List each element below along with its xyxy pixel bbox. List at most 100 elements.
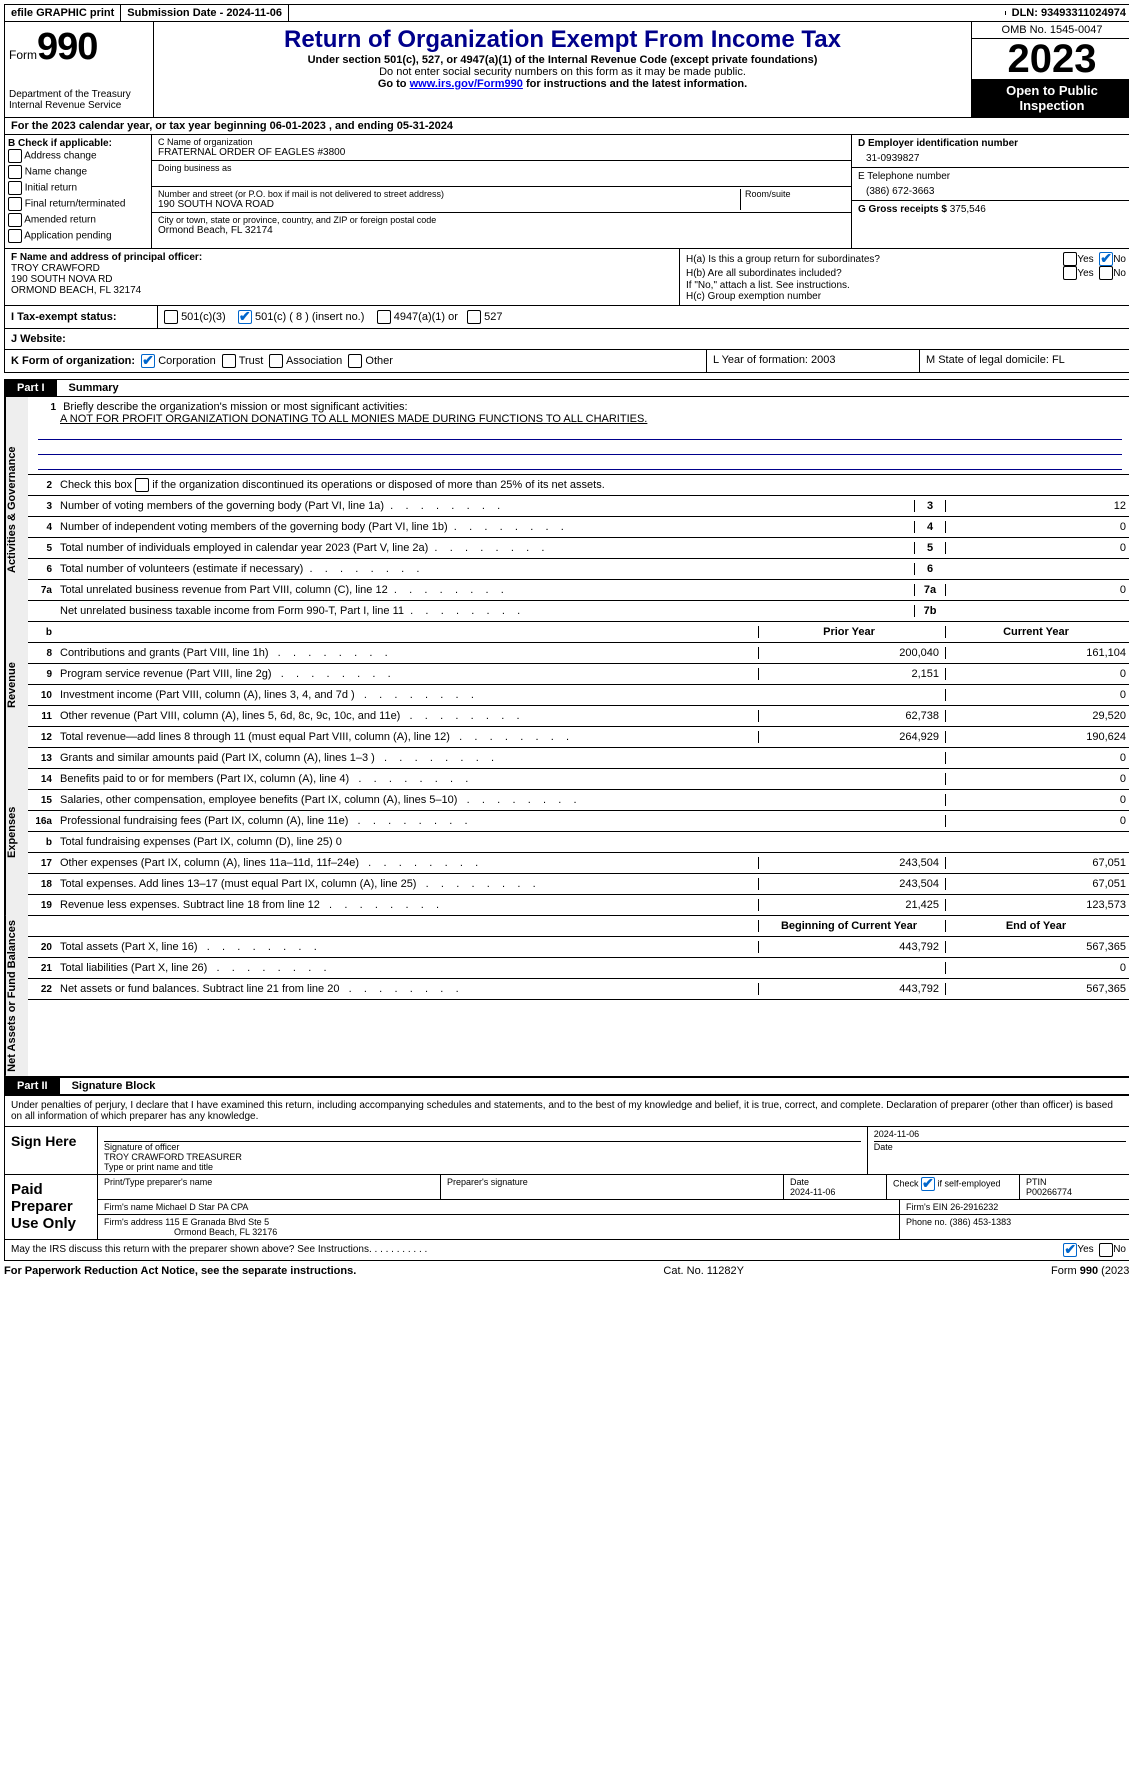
ein-label: D Employer identification number <box>858 138 1126 149</box>
opt-assoc: Association <box>286 355 342 367</box>
opt-4947: 4947(a)(1) or <box>394 311 458 323</box>
f-h-block: F Name and address of principal officer:… <box>4 249 1129 306</box>
tax-year: 2023 <box>972 39 1129 79</box>
tab-net: Net Assets or Fund Balances <box>5 916 28 1076</box>
gross-label: G Gross receipts $ <box>858 204 947 215</box>
opt-initial: Initial return <box>25 183 77 194</box>
no-label: No <box>1113 1244 1126 1255</box>
summary-line: 5 Total number of individuals employed i… <box>28 538 1129 559</box>
opt-501c3: 501(c)(3) <box>181 311 226 323</box>
summary-line: 16a Professional fundraising fees (Part … <box>28 811 1129 832</box>
summary-line: 17 Other expenses (Part IX, column (A), … <box>28 853 1129 874</box>
footer-right: Form 990 (2023) <box>1051 1265 1129 1277</box>
part1-header: Part I Summary <box>4 379 1129 397</box>
dln: DLN: 93493311024974 <box>1006 5 1129 21</box>
website-row: J Website: <box>4 329 1129 350</box>
summary-line: 12 Total revenue—add lines 8 through 11 … <box>28 727 1129 748</box>
box-i-label: I Tax-exempt status: <box>5 307 157 327</box>
opt-amended: Amended return <box>24 215 96 226</box>
section-governance: Activities & Governance 1 Briefly descri… <box>4 397 1129 622</box>
firm-phone-label: Phone no. <box>906 1217 947 1227</box>
col-end-year: End of Year <box>945 920 1129 932</box>
sig-officer-label: Signature of officer <box>104 1142 179 1152</box>
summary-line: 11 Other revenue (Part VIII, column (A),… <box>28 706 1129 727</box>
opt-name-change: Name change <box>25 167 87 178</box>
col-prior-year: Prior Year <box>758 626 945 638</box>
irs-link[interactable]: www.irs.gov/Form990 <box>410 78 523 90</box>
gross-value: 375,546 <box>950 204 986 215</box>
opt-527: 527 <box>484 311 502 323</box>
yes-label: Yes <box>1077 1244 1093 1255</box>
sig-officer-type: Type or print name and title <box>104 1162 213 1172</box>
h-c-label: H(c) Group exemption number <box>686 291 1126 302</box>
paid-preparer-label: Paid Preparer Use Only <box>5 1175 98 1239</box>
firm-addr2: Ormond Beach, FL 32176 <box>174 1227 277 1237</box>
tab-expenses: Expenses <box>5 748 28 916</box>
opt-final: Final return/terminated <box>25 199 126 210</box>
h-a-label: H(a) Is this a group return for subordin… <box>686 254 1063 265</box>
tab-governance: Activities & Governance <box>5 397 28 622</box>
officer-name: TROY CRAWFORD <box>11 263 673 274</box>
section-expenses: Expenses 13 Grants and similar amounts p… <box>4 748 1129 916</box>
form-header: Form990 Department of the Treasury Inter… <box>4 22 1129 118</box>
part1-tag: Part I <box>5 380 57 396</box>
ptin: P00266774 <box>1026 1187 1072 1197</box>
summary-line: 20 Total assets (Part X, line 16) 443,79… <box>28 937 1129 958</box>
opt-pending: Application pending <box>24 231 111 242</box>
opt-other: Other <box>365 355 393 367</box>
entity-block: B Check if applicable: Address change Na… <box>4 135 1129 249</box>
sig-officer: TROY CRAWFORD TREASURER <box>104 1152 242 1162</box>
room-label: Room/suite <box>745 189 845 199</box>
summary-line: 18 Total expenses. Add lines 13–17 (must… <box>28 874 1129 895</box>
subtitle-1: Under section 501(c), 527, or 4947(a)(1)… <box>158 54 967 66</box>
box-h: H(a) Is this a group return for subordin… <box>679 249 1129 305</box>
top-bar: efile GRAPHIC print Submission Date - 20… <box>4 4 1129 22</box>
form-number: 990 <box>37 26 97 68</box>
summary-line: b Total fundraising expenses (Part IX, c… <box>28 832 1129 853</box>
summary-line: Net unrelated business taxable income fr… <box>28 601 1129 622</box>
officer-label: F Name and address of principal officer: <box>11 252 673 263</box>
section-net-assets: Net Assets or Fund Balances Beginning of… <box>4 916 1129 1077</box>
ptin-label: PTIN <box>1026 1177 1047 1187</box>
prep-sig-label: Preparer's signature <box>447 1177 528 1187</box>
box-l: L Year of formation: 2003 <box>706 350 919 372</box>
footer-mid: Cat. No. 11282Y <box>663 1265 744 1277</box>
opt-address-change: Address change <box>24 151 96 162</box>
open-inspection: Open to Public Inspection <box>972 79 1129 117</box>
h-b-label: H(b) Are all subordinates included? <box>686 268 1063 279</box>
part1-title: Summary <box>57 380 1129 396</box>
section-revenue: Revenue b Prior Year Current Year 8 Cont… <box>4 622 1129 748</box>
signature-block: Under penalties of perjury, I declare th… <box>4 1095 1129 1261</box>
summary-line: 4 Number of independent voting members o… <box>28 517 1129 538</box>
part2-header: Part II Signature Block <box>4 1077 1129 1095</box>
k-l-m-row: K Form of organization: Corporation Trus… <box>4 350 1129 373</box>
summary-line: 21 Total liabilities (Part X, line 26) 0 <box>28 958 1129 979</box>
part2-tag: Part II <box>5 1078 60 1094</box>
prep-name-label: Print/Type preparer's name <box>104 1177 212 1187</box>
org-name: FRATERNAL ORDER OF EAGLES #3800 <box>158 147 845 158</box>
opt-trust: Trust <box>239 355 264 367</box>
firm-ein-label: Firm's EIN <box>906 1202 950 1212</box>
dept-label: Department of the Treasury Internal Reve… <box>9 89 149 111</box>
summary-line: 15 Salaries, other compensation, employe… <box>28 790 1129 811</box>
firm-name: Michael D Star PA CPA <box>156 1202 249 1212</box>
dba-label: Doing business as <box>158 163 845 173</box>
sign-here-label: Sign Here <box>5 1127 98 1174</box>
box-m: M State of legal domicile: FL <box>919 350 1129 372</box>
summary-line: 7a Total unrelated business revenue from… <box>28 580 1129 601</box>
efile-label: efile GRAPHIC print <box>5 5 121 21</box>
col-current-year: Current Year <box>945 626 1129 638</box>
col-begin-year: Beginning of Current Year <box>758 920 945 932</box>
form-prefix: Form <box>9 48 37 62</box>
org-name-label: C Name of organization <box>158 137 845 147</box>
firm-ein: 26-2916232 <box>950 1202 998 1212</box>
goto-prefix: Go to <box>378 78 410 90</box>
box-b: B Check if applicable: Address change Na… <box>5 135 152 248</box>
summary-line: 14 Benefits paid to or for members (Part… <box>28 769 1129 790</box>
subtitle-2: Do not enter social security numbers on … <box>158 66 967 78</box>
may-irs-discuss: May the IRS discuss this return with the… <box>11 1244 1063 1255</box>
line1-label: Briefly describe the organization's miss… <box>63 401 407 413</box>
phone-label: E Telephone number <box>858 171 1126 182</box>
street-address: 190 SOUTH NOVA ROAD <box>158 199 740 210</box>
city-state-zip: Ormond Beach, FL 32174 <box>158 225 845 236</box>
